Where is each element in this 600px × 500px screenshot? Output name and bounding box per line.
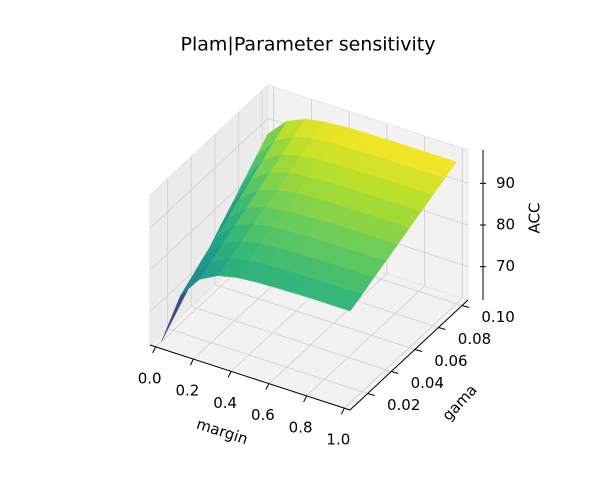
x-tick-label: 0.4 bbox=[213, 394, 237, 412]
grid-line bbox=[149, 118, 269, 229]
y-tick bbox=[461, 305, 470, 308]
y-tick bbox=[414, 349, 423, 352]
x-tick bbox=[340, 407, 345, 415]
x-tick-label: 0.6 bbox=[251, 406, 275, 424]
grid-line bbox=[167, 328, 368, 394]
grid-line bbox=[306, 285, 425, 397]
x-tick bbox=[265, 383, 270, 390]
y-tick-label: 0.04 bbox=[411, 374, 444, 392]
z-axis-label: ACC bbox=[526, 203, 544, 234]
x-tick-label: 0.2 bbox=[175, 382, 199, 400]
grid-line bbox=[214, 284, 416, 350]
x-axis-line bbox=[149, 344, 351, 411]
y-tick bbox=[367, 393, 375, 396]
z-tick-label: 80 bbox=[496, 216, 515, 234]
y-tick-label: 0.10 bbox=[481, 308, 514, 326]
y-axis-line bbox=[349, 299, 469, 411]
y-tick-label: 0.08 bbox=[458, 330, 491, 348]
z-tick-label: 70 bbox=[496, 257, 515, 275]
y-tick bbox=[438, 327, 446, 330]
x-tick bbox=[303, 395, 308, 403]
x-tick bbox=[152, 346, 157, 354]
x-tick-label: 0.8 bbox=[289, 418, 313, 436]
x-tick-label: 1.0 bbox=[326, 431, 350, 449]
grid-line bbox=[191, 306, 392, 372]
surface-patch bbox=[330, 288, 363, 312]
grid-line bbox=[268, 273, 388, 384]
y-tick-label: 0.02 bbox=[387, 396, 420, 414]
x-axis-label: margin bbox=[194, 415, 250, 448]
x-tick bbox=[227, 371, 232, 378]
y-tick-label: 0.06 bbox=[434, 352, 467, 370]
x-tick-label: 0.0 bbox=[138, 369, 162, 387]
grid-line bbox=[344, 297, 463, 409]
y-tick bbox=[391, 371, 399, 374]
z-tick-label: 90 bbox=[496, 174, 515, 192]
x-tick bbox=[189, 358, 194, 366]
y-axis-label: gama bbox=[439, 381, 481, 424]
chart-title: Plam|Parameter sensitivity bbox=[181, 34, 436, 56]
